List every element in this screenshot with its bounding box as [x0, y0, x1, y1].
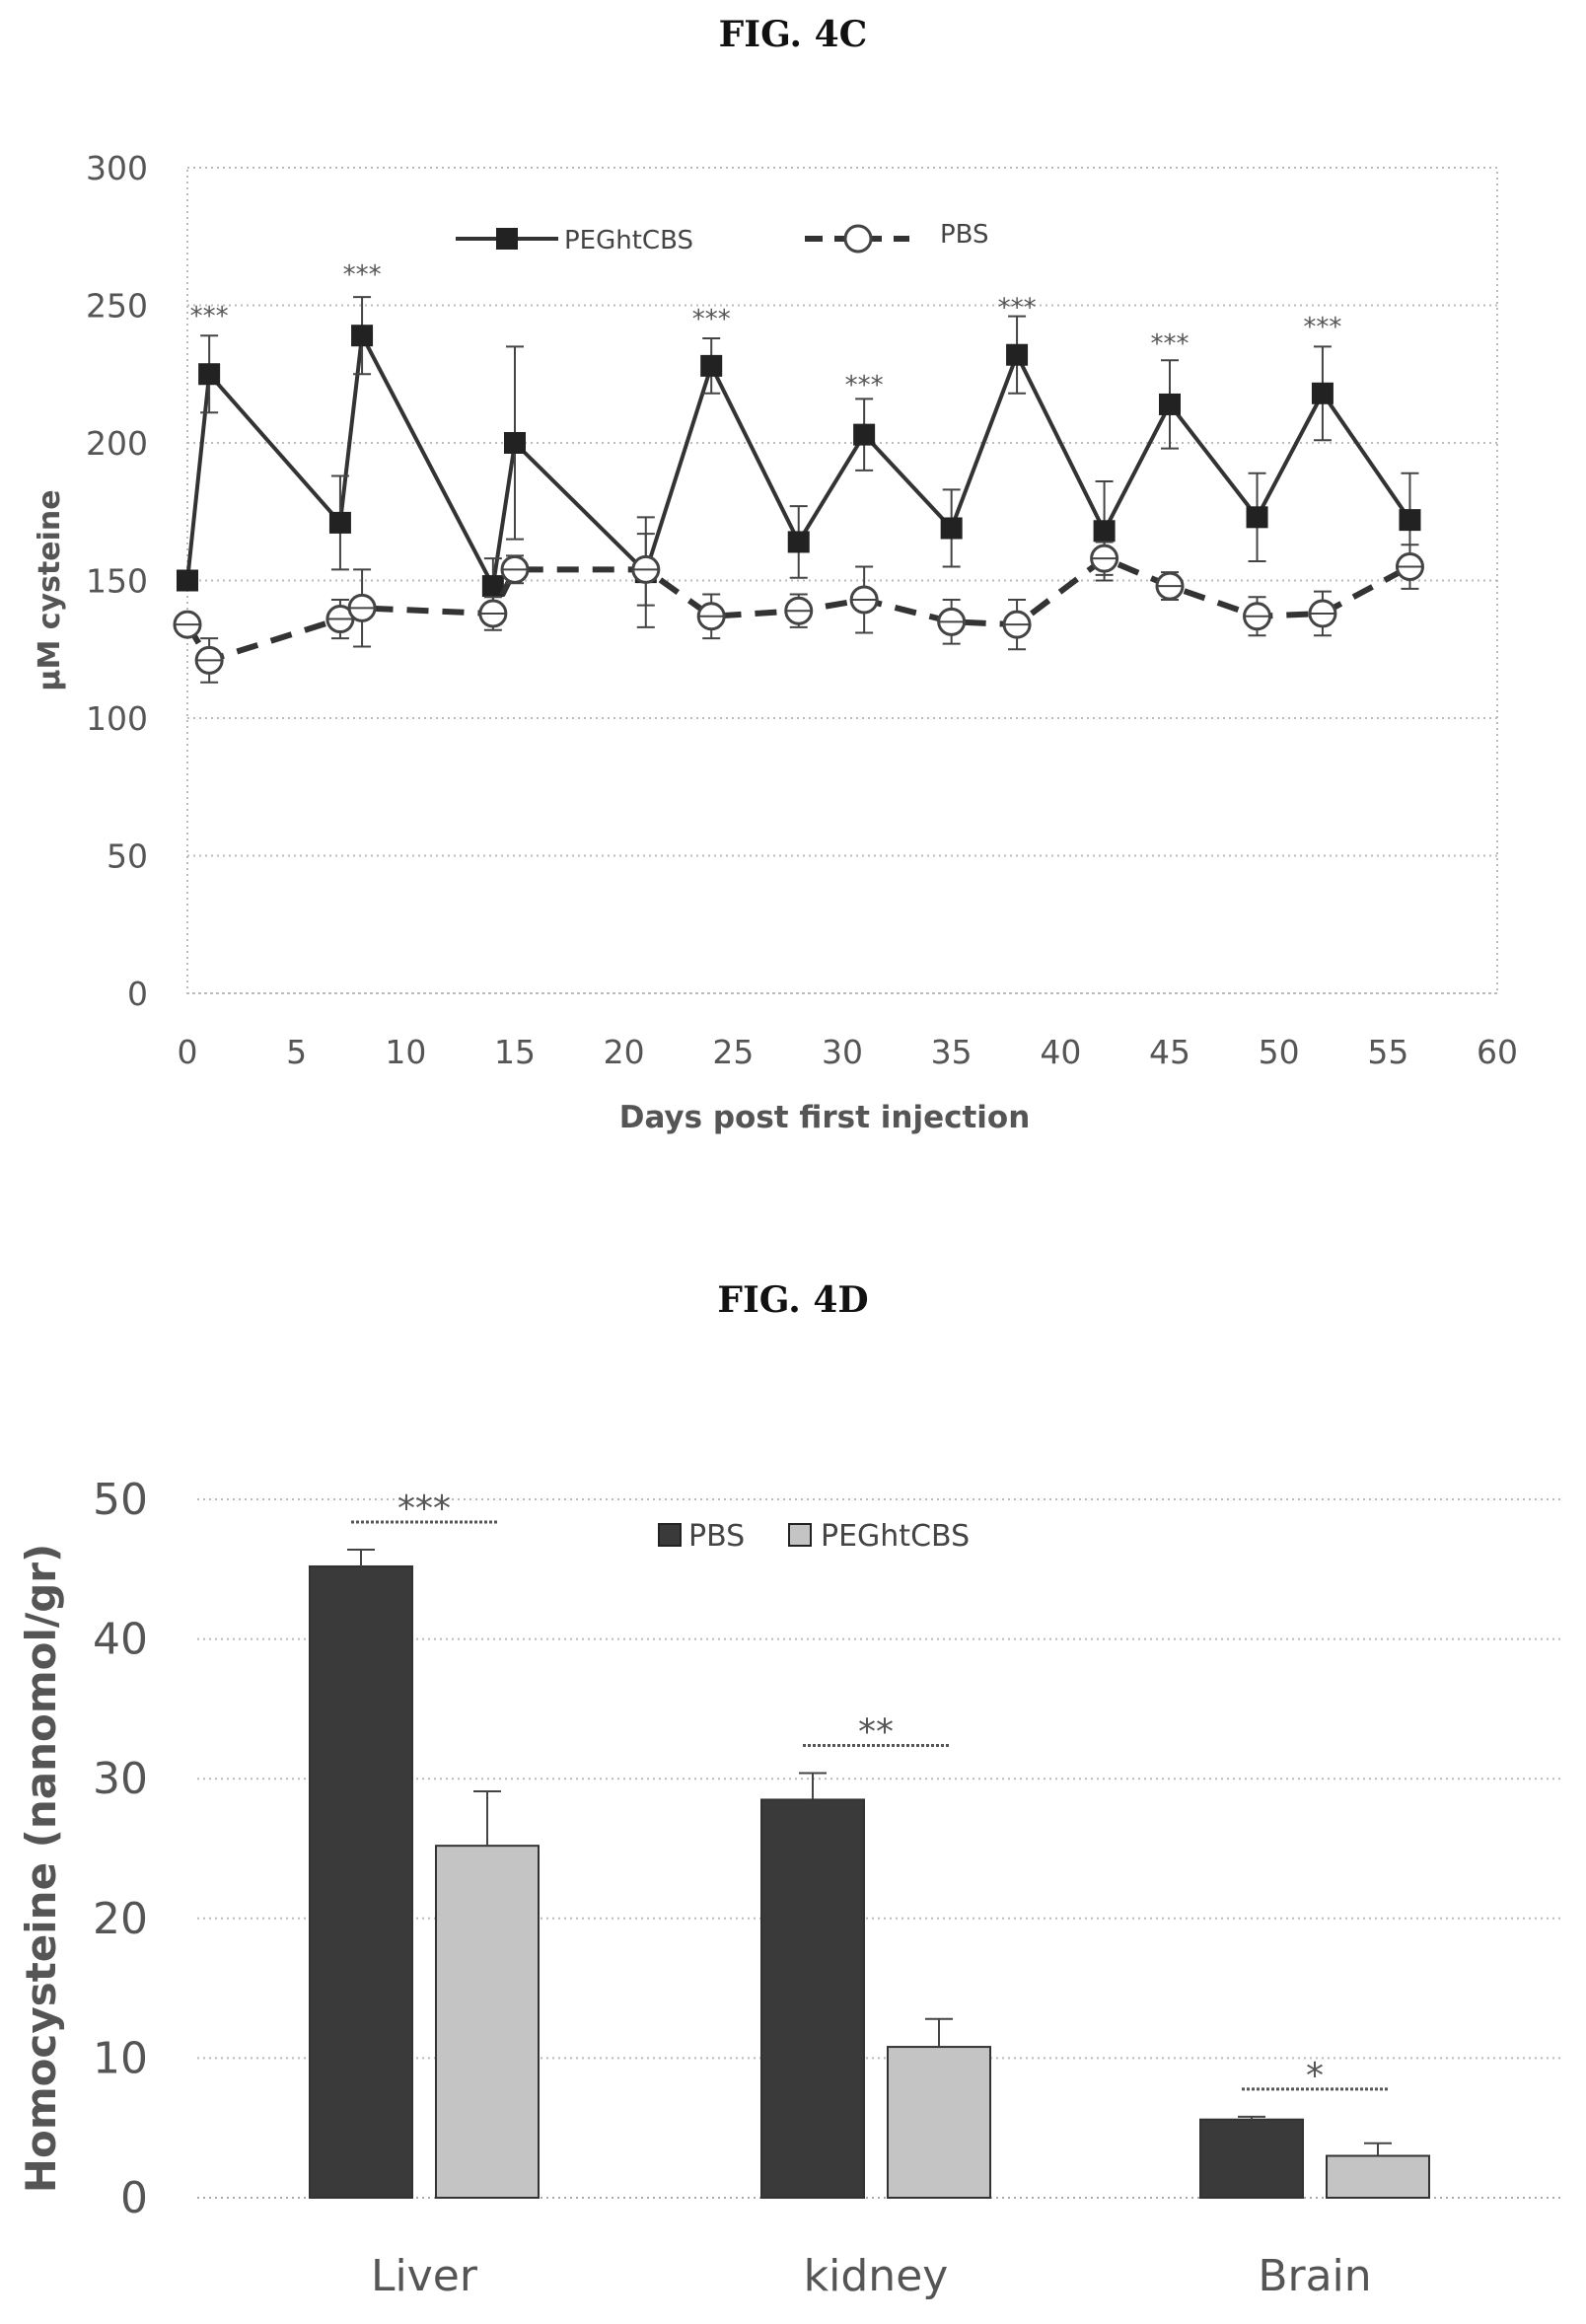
significance-label: ** — [858, 1712, 894, 1753]
significance-label: *** — [190, 302, 229, 331]
y-tick-label: 50 — [93, 1475, 148, 1525]
significance-label: *** — [1151, 329, 1190, 359]
data-point-square — [1246, 506, 1268, 529]
x-tick-label: 35 — [931, 1033, 973, 1071]
legend-label: PEGhtCBS — [821, 1519, 970, 1554]
data-point-square — [787, 531, 810, 553]
legend-swatch-peghtcbs — [788, 1523, 812, 1547]
y-tick-label: 200 — [86, 424, 148, 463]
legend-swatch-pbs — [658, 1523, 682, 1547]
y-tick-label: 150 — [86, 562, 148, 601]
significance-label: *** — [1303, 313, 1341, 342]
data-point-square — [700, 354, 723, 377]
y-tick-label: 300 — [86, 149, 148, 187]
x-tick-label: 20 — [604, 1033, 645, 1071]
x-axis-label: Days post first injection — [619, 1100, 1031, 1135]
plot-frame — [186, 167, 1498, 994]
significance-label: *** — [845, 371, 884, 400]
x-tick-label: 0 — [178, 1033, 198, 1071]
data-point-square — [1093, 520, 1116, 543]
data-point-square — [351, 325, 374, 347]
significance-label: *** — [343, 260, 382, 290]
legend: PEGhtCBS PBS — [456, 220, 989, 255]
x-tick-label: 50 — [1259, 1033, 1300, 1071]
legend-label: PBS — [688, 1519, 745, 1554]
data-point-square — [481, 575, 504, 598]
x-tick-label: 40 — [1040, 1033, 1081, 1071]
x-tick-label: 60 — [1477, 1033, 1518, 1071]
legend: PBS PEGhtCBS — [658, 1519, 970, 1554]
data-point-square — [853, 423, 876, 446]
legend-marker-square — [496, 228, 518, 250]
legend-marker-circle — [843, 224, 873, 254]
significance-label: * — [1306, 2056, 1324, 2096]
y-tick-label: 0 — [120, 2173, 148, 2223]
series-pbs — [173, 533, 1424, 684]
x-tick-label: 25 — [712, 1033, 754, 1071]
y-tick-label: 0 — [127, 975, 148, 1013]
data-point-square — [504, 432, 526, 454]
data-point-square — [1311, 382, 1334, 404]
x-tick-label: 5 — [286, 1033, 307, 1071]
x-tick-label: 45 — [1149, 1033, 1190, 1071]
y-axis-label: Homocysteine (nanomol/gr) — [17, 1544, 65, 2193]
category-label: Brain — [1258, 2251, 1371, 2301]
bar-pbs — [309, 1564, 413, 2199]
y-tick-label: 10 — [93, 2033, 148, 2083]
y-axis-label: μM cysteine — [33, 489, 67, 690]
data-point-square — [1006, 343, 1029, 366]
significance-label: *** — [397, 1489, 451, 1529]
x-tick-label: 30 — [822, 1033, 863, 1071]
y-tick-label: 20 — [93, 1894, 148, 1944]
significance-label: *** — [692, 305, 731, 334]
data-point-square — [198, 363, 221, 386]
x-tick-label: 55 — [1367, 1033, 1408, 1071]
figure-title-4c: FIG. 4C — [718, 14, 868, 55]
category-label: Liver — [371, 2251, 478, 2301]
bar-peghtcbs — [887, 2046, 991, 2200]
data-point-square — [940, 517, 963, 540]
bar-pbs — [1199, 2118, 1304, 2200]
y-tick-label: 250 — [86, 287, 148, 326]
data-point-square — [328, 511, 351, 534]
category-label: kidney — [804, 2251, 949, 2301]
data-point-square — [1399, 509, 1421, 532]
y-tick-label: 40 — [93, 1615, 148, 1665]
cysteine-line-chart: 0 50 100 150 200 250 300 0 5 10 15 20 25 30 35 40 45 50 55… — [33, 149, 1518, 1135]
figure-title-4d: FIG. 4D — [717, 1279, 869, 1321]
y-tick-label: 100 — [86, 699, 148, 738]
x-tick-label: 10 — [385, 1033, 426, 1071]
bar-pbs — [760, 1798, 865, 2199]
bar-peghtcbs — [1326, 2154, 1430, 2200]
x-tick-label: 15 — [494, 1033, 536, 1071]
legend-label: PEGhtCBS — [564, 226, 693, 255]
data-point-square — [1159, 393, 1181, 415]
significance-label: *** — [998, 294, 1037, 324]
bar-peghtcbs — [435, 1845, 540, 2199]
data-point-square — [177, 569, 198, 592]
y-tick-label: 50 — [107, 837, 148, 876]
legend-label: PBS — [940, 220, 989, 250]
y-tick-label: 30 — [93, 1754, 148, 1804]
